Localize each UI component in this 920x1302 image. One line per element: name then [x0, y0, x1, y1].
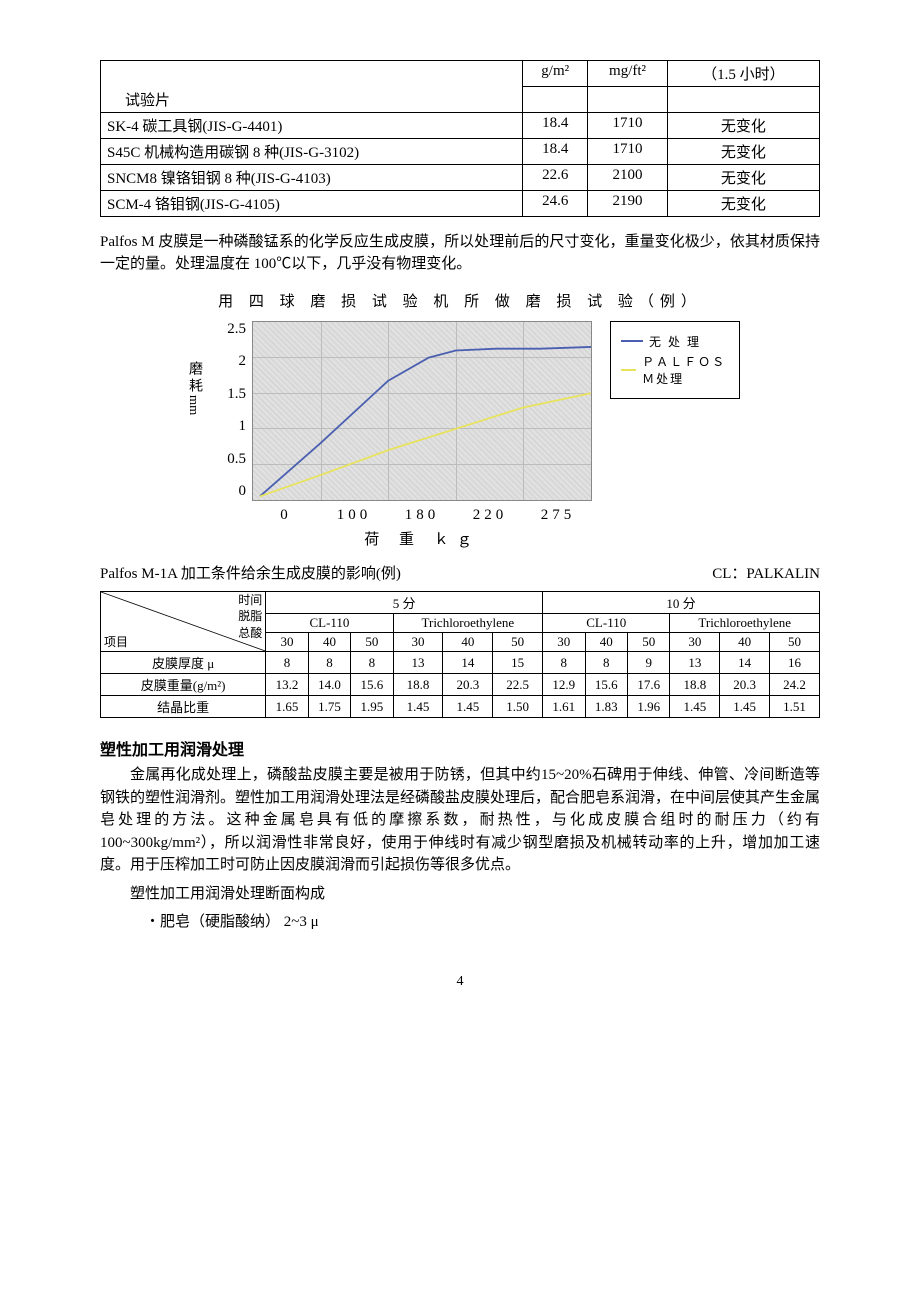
processing-conditions-table: 时间 脱脂 总酸 项目 5 分 10 分 CL-110 Trichloroeth… [100, 591, 820, 718]
legend-item: ＰＡＬＦＯＳＭ处理 [621, 353, 729, 387]
legend-swatch-0 [621, 340, 643, 342]
page-number: 4 [100, 974, 820, 990]
table-row: SNCM8 镍铬钼钢 8 种(JIS-G-4103) 22.6 2100 无变化 [101, 164, 820, 190]
legend-swatch-1 [621, 369, 636, 371]
para-cross-section: 塑性加工用润滑处理断面构成 [100, 883, 820, 906]
table-row: 皮膜重量(g/m²) 13.214.015.6 18.820.322.5 12.… [101, 674, 820, 696]
legend-label-1: ＰＡＬＦＯＳＭ处理 [642, 353, 729, 387]
tbl1-hdr-time: （1.5 小时） [667, 61, 819, 87]
para-palfos-m: Palfos M 皮膜是一种磷酸锰系的化学反应生成皮膜，所以处理前后的尺寸变化，… [100, 231, 820, 276]
tbl1-hdr-gm2: g/m² [523, 61, 588, 87]
table-row: 皮膜厚度 μ 888 131415 889 131416 [101, 652, 820, 674]
tbl1-hdr-mgft2: mg/ft² [588, 61, 668, 87]
heading-plastic-processing: 塑性加工用润滑处理 [100, 736, 820, 760]
chart-ylabel-unit: mm [186, 395, 202, 415]
tbl1-hdr-specimen: 试验片 [101, 87, 523, 113]
chart-ylabel: 磨耗 [184, 361, 204, 395]
table-row: 结晶比重 1.651.751.95 1.451.451.50 1.611.831… [101, 696, 820, 718]
coating-weight-table: g/m² mg/ft² （1.5 小时） 试验片 SK-4 碳工具钢(JIS-G… [100, 60, 820, 217]
chart-y-ticks: 2.5 2 1.5 1 0.5 0 [214, 321, 252, 501]
chart-xlabel: 荷 重 ｋｇ [252, 528, 592, 549]
legend-item: 无 处 理 [621, 333, 729, 350]
table-row: S45C 机械构造用碳钢 8 种(JIS-G-3102) 18.4 1710 无… [101, 138, 820, 164]
para-plastic-processing: 金属再化成处理上，磷酸盐皮膜主要是被用于防锈，但其中约15~20%石碑用于伸线、… [100, 764, 820, 877]
chart-lines-svg [253, 322, 591, 500]
wear-test-chart: 用 四 球 磨 损 试 验 机 所 做 磨 损 试 验（例） 磨耗 mm 2.5… [100, 290, 820, 549]
chart-plot-area [252, 321, 592, 501]
tbl2-title: Palfos M-1A 加工条件给余生成皮膜的影响(例) CL：PALKALIN [100, 563, 820, 586]
table-row: SK-4 碳工具钢(JIS-G-4401) 18.4 1710 无变化 [101, 112, 820, 138]
chart-legend: 无 处 理 ＰＡＬＦＯＳＭ处理 [610, 321, 740, 399]
chart-x-ticks: 0 100 180 220 275 [252, 507, 592, 524]
bullet-soap: ・肥皂（硬脂酸纳） 2~3 μ [100, 911, 820, 934]
legend-label-0: 无 处 理 [649, 333, 701, 350]
chart-title: 用 四 球 磨 损 试 验 机 所 做 磨 损 试 验（例） [100, 290, 820, 311]
table-row: SCM-4 铬钼钢(JIS-G-4105) 24.6 2190 无变化 [101, 190, 820, 216]
